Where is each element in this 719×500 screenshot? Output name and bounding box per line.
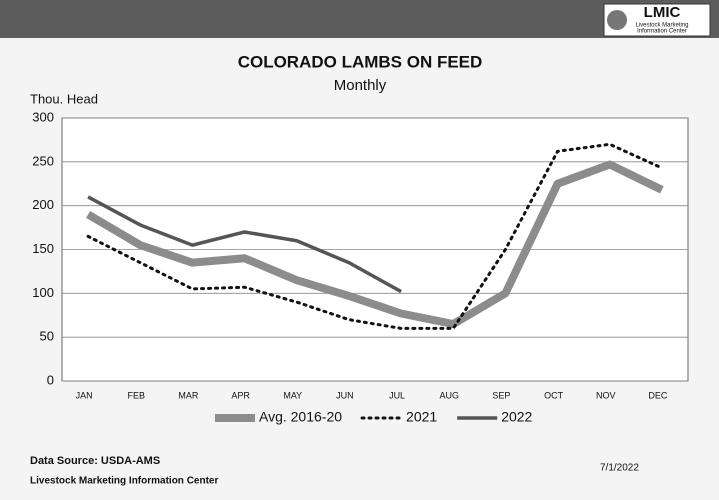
y-axis-label: Thou. Head bbox=[30, 91, 98, 106]
legend-label: Avg. 2016-20 bbox=[259, 409, 342, 425]
x-tick-label: NOV bbox=[596, 390, 616, 400]
x-tick-label: JUN bbox=[336, 390, 354, 400]
y-tick-label: 50 bbox=[40, 329, 54, 344]
x-tick-label: OCT bbox=[544, 390, 564, 400]
banner bbox=[0, 0, 719, 38]
logo-line: Livestock Marketing bbox=[635, 23, 688, 29]
y-tick-label: 200 bbox=[32, 197, 54, 212]
source: Data Source: USDA-AMS bbox=[30, 455, 160, 467]
x-tick-label: SEP bbox=[492, 390, 510, 400]
x-tick-label: MAR bbox=[178, 390, 199, 400]
y-tick-label: 0 bbox=[47, 372, 54, 387]
series-line bbox=[86, 160, 664, 329]
y-tick-label: 150 bbox=[32, 241, 54, 256]
x-tick-label: JAN bbox=[76, 390, 93, 400]
y-tick-label: 100 bbox=[32, 285, 54, 300]
chart-subtitle: Monthly bbox=[334, 77, 387, 94]
legend-label: 2021 bbox=[406, 409, 437, 425]
chart-title: COLORADO LAMBS ON FEED bbox=[238, 52, 483, 71]
series-line bbox=[87, 195, 402, 294]
x-tick-label: MAY bbox=[283, 390, 302, 400]
date: 7/1/2022 bbox=[600, 463, 639, 474]
logo-line: Information Center bbox=[637, 29, 687, 35]
x-tick-label: JUL bbox=[389, 390, 405, 400]
series-line bbox=[86, 142, 664, 330]
logo-icon bbox=[607, 10, 627, 30]
x-tick-label: DEC bbox=[648, 390, 668, 400]
legend-label: 2022 bbox=[501, 409, 532, 425]
x-tick-label: APR bbox=[231, 390, 250, 400]
y-tick-label: 300 bbox=[32, 109, 54, 124]
x-tick-label: AUG bbox=[439, 390, 459, 400]
footer: Livestock Marketing Information Center bbox=[30, 476, 218, 487]
y-tick-label: 250 bbox=[32, 153, 54, 168]
x-tick-label: FEB bbox=[127, 390, 145, 400]
logo-name: LMIC bbox=[644, 4, 681, 21]
